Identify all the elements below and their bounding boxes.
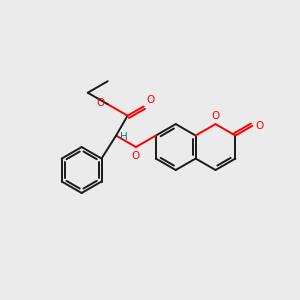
Text: O: O — [212, 111, 220, 121]
Text: O: O — [255, 121, 263, 131]
Text: O: O — [97, 98, 105, 108]
Text: H: H — [120, 132, 128, 142]
Text: O: O — [132, 151, 140, 160]
Text: O: O — [146, 95, 154, 105]
